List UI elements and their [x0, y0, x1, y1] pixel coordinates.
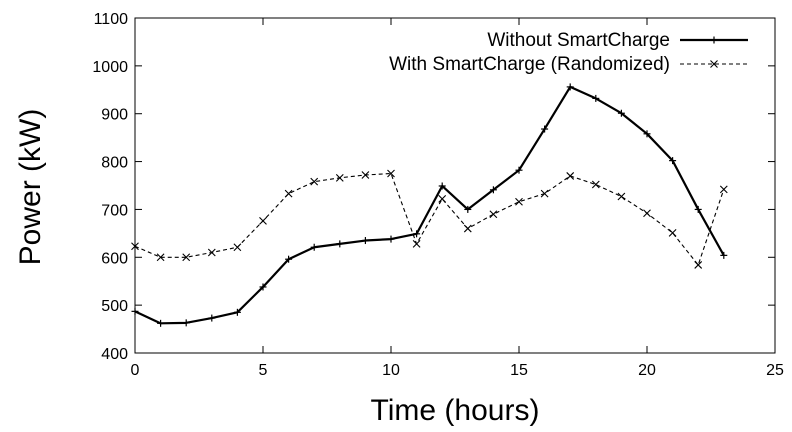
series-line-without-smartcharge: [134, 85, 725, 325]
series-layer: [131, 83, 728, 327]
y-tick-label: 700: [101, 202, 128, 219]
series-line-with-smartcharge: [134, 172, 725, 266]
data-point-with-smartcharge: [387, 169, 395, 178]
x-tick-label: 20: [638, 362, 656, 379]
data-point-with-smartcharge: [566, 172, 575, 180]
data-point-with-smartcharge: [617, 192, 626, 201]
data-point-with-smartcharge: [463, 224, 472, 233]
y-tick-label: 800: [101, 155, 128, 172]
chart-legend: Without SmartCharge With SmartCharge (Ra…: [389, 30, 748, 75]
legend-label-with-smartcharge: With SmartCharge (Randomized): [389, 54, 670, 75]
data-point-with-smartcharge: [259, 217, 267, 225]
y-tick-label: 400: [101, 346, 128, 363]
x-tick-label: 10: [382, 362, 400, 379]
y-tick-label: 600: [101, 250, 128, 267]
series-without-smartcharge: [131, 83, 728, 327]
plot-frame: [134, 17, 776, 354]
data-point-with-smartcharge: [156, 253, 165, 262]
y-tick-label: 900: [101, 107, 128, 124]
data-point-with-smartcharge: [310, 177, 319, 186]
legend-swatches: [680, 36, 748, 68]
y-tick-label: 500: [101, 298, 128, 315]
data-point-with-smartcharge: [284, 189, 293, 198]
data-point-with-smartcharge: [719, 185, 728, 194]
x-tick-label: 5: [259, 362, 268, 379]
legend-label-without-smartcharge: Without SmartCharge: [487, 30, 670, 51]
data-point-with-smartcharge: [438, 195, 447, 203]
data-point-with-smartcharge: [412, 239, 421, 248]
data-point-with-smartcharge: [489, 210, 498, 219]
series-with-smartcharge: [131, 169, 728, 269]
x-tick-label: 15: [510, 362, 528, 379]
data-point-with-smartcharge: [694, 261, 703, 269]
data-point-with-smartcharge: [591, 180, 600, 189]
data-point-with-smartcharge: [207, 248, 216, 257]
x-axis-title: Time (hours): [371, 394, 540, 427]
x-tick-label: 25: [766, 362, 784, 379]
plot-axes: [134, 17, 776, 354]
data-point-with-smartcharge: [643, 209, 651, 218]
data-point-with-smartcharge: [515, 197, 523, 206]
data-point-with-smartcharge: [233, 243, 242, 252]
y-tick-label: 1100: [94, 11, 129, 28]
data-point-with-smartcharge: [335, 173, 344, 182]
axis-ticks: 0 5 10 15 20 25 400 500 600 700 800 900 1000 1100: [92, 11, 784, 379]
legend-marker-with-smartcharge: [710, 60, 718, 68]
data-point-with-smartcharge: [540, 189, 549, 198]
data-point-with-smartcharge: [131, 242, 139, 251]
data-point-with-smartcharge: [668, 228, 677, 237]
data-point-with-smartcharge: [182, 253, 191, 262]
y-tick-label: 1000: [92, 59, 128, 76]
y-axis-title: Power (kW): [14, 109, 47, 266]
data-point-with-smartcharge: [361, 171, 370, 179]
x-tick-label: 0: [131, 362, 140, 379]
